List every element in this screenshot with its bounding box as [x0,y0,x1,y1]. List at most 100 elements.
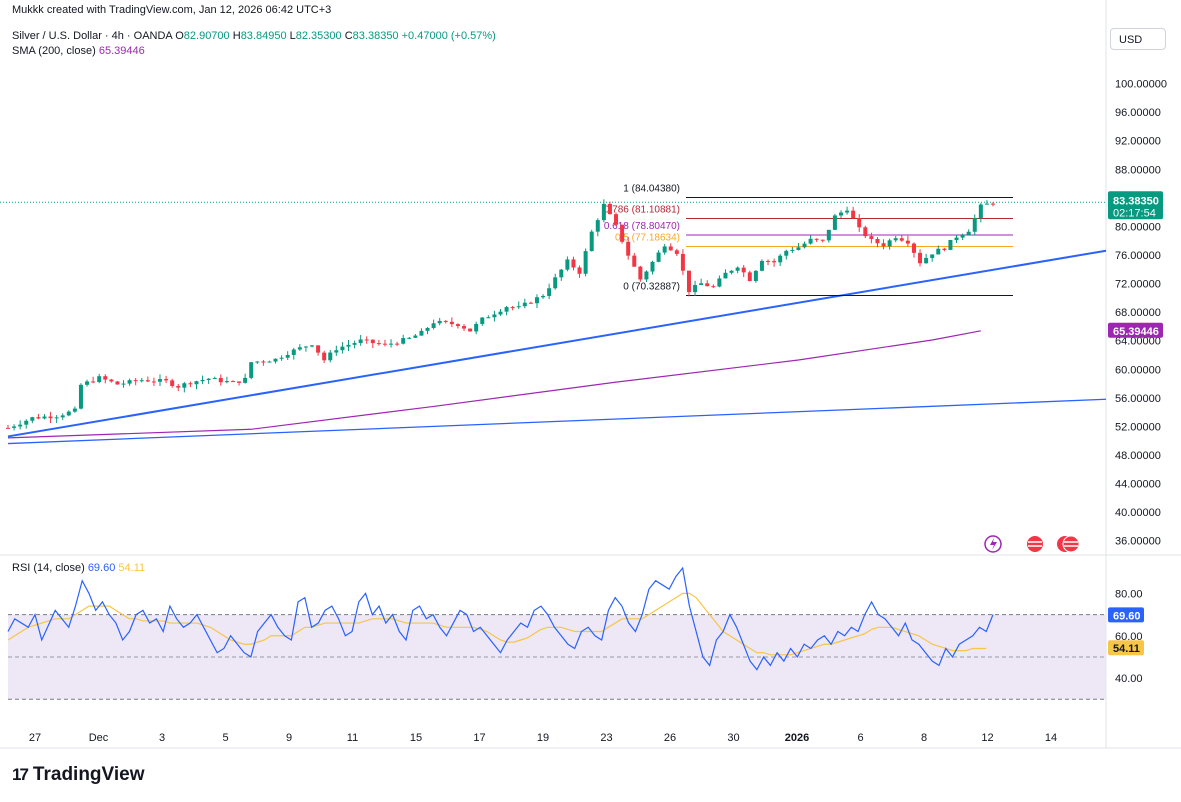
candle-body [693,285,698,293]
open-label: O [175,30,184,42]
candle-body [887,240,892,247]
candle-body [790,249,795,251]
candle-body [638,266,643,280]
price-tick-label: 48.00000 [1115,450,1161,462]
time-tick-label: 14 [1045,732,1057,744]
candle-body [656,252,661,262]
candle-body [85,381,90,385]
candle-body [978,204,983,218]
candle-body [206,378,211,380]
candle-body [401,338,406,344]
candle-body [303,346,308,348]
price-tick-label: 40.00000 [1115,507,1161,519]
candle-body [784,250,789,256]
candle-body [328,352,333,361]
price-tick-label: 56.00000 [1115,393,1161,405]
candle-body [607,203,612,215]
candle-body [66,411,71,416]
price-tick-label: 88.00000 [1115,164,1161,176]
candle-body [115,381,120,385]
candle-body [601,203,606,221]
price-tick-label: 72.00000 [1115,279,1161,291]
candle-body [285,354,290,358]
candle-body [644,271,649,280]
candle-body [12,426,17,428]
open-value: 82.90700 [183,30,230,42]
candle-body [553,277,558,289]
candle-body [176,385,181,388]
tradingview-logo: 17 TradingView [12,764,145,786]
candle-body [984,203,989,205]
candle-body [127,380,132,384]
price-tick-label: 100.00000 [1115,79,1167,91]
time-tick-label: 23 [600,732,612,744]
candle-body [334,350,339,353]
lower-trendline [7,398,1107,445]
time-tick-label: 30 [727,732,739,744]
candle-body [78,384,83,409]
candle-body [863,227,868,237]
candle-body [443,320,448,322]
candle-body [18,424,23,427]
candle-body [930,254,935,258]
low-value: 82.35300 [295,30,342,42]
candle-body [832,215,837,230]
candle-body [60,415,65,418]
candle-body [316,345,321,353]
candle-body [382,343,387,345]
rsi-tick-label: 40.00 [1115,673,1143,685]
us-flag-event-icon [1027,536,1043,552]
candle-body [753,270,758,282]
candle-body [437,320,442,324]
candle-body [395,343,400,345]
current-price-label: 83.38350 [1113,195,1159,207]
candle-body [200,379,205,382]
candle-body [297,347,302,350]
candle-body [565,259,570,270]
candle-body [516,306,521,308]
sma-legend[interactable]: SMA (200, close) 65.39446 [12,45,145,57]
candle-body [6,427,10,429]
candle-body [376,343,381,345]
candle-body [261,361,266,363]
candle-body [109,379,114,382]
symbol-name[interactable]: Silver / U.S. Dollar · 4h · OANDA [12,30,173,42]
candle-body [425,327,430,331]
candle-body [668,246,673,251]
change-value: +0.47000 (+0.57%) [401,30,496,42]
low-label: L [289,30,296,42]
close-label: C [344,30,353,42]
candle-body [911,243,916,253]
high-label: H [232,30,241,42]
candle-body [559,269,564,278]
candle-body [419,330,424,336]
candle-body [918,252,923,264]
candle-body [936,248,941,255]
candle-body [370,339,375,344]
candle-body [942,248,947,250]
candle-body [322,352,327,361]
sma-value: 65.39446 [98,45,145,57]
candle-body [358,339,363,344]
rsi-legend[interactable]: RSI (14, close) 69.60 54.11 [12,562,145,574]
candle-body [650,261,655,272]
candle-body [310,345,315,347]
candle-body [960,234,965,238]
candle-body [24,420,29,425]
close-value: 83.38350 [352,30,399,42]
candle-body [528,302,533,304]
price-tick-label: 64.00000 [1115,336,1161,348]
rsi-ma-badge-label: 54.11 [1113,643,1140,655]
candle-body [498,311,503,315]
price-tick-label: 76.00000 [1115,250,1161,262]
candle-body [766,260,771,262]
candle-body [686,270,691,293]
time-tick-label: 3 [159,732,165,744]
candle-body [121,383,126,385]
candle-body [145,380,150,382]
attribution-text: Mukkk created with TradingView.com, Jan … [12,4,332,16]
candle-body [212,377,217,379]
rsi-ma-line [7,592,987,656]
currency-button[interactable]: USD [1110,28,1166,50]
